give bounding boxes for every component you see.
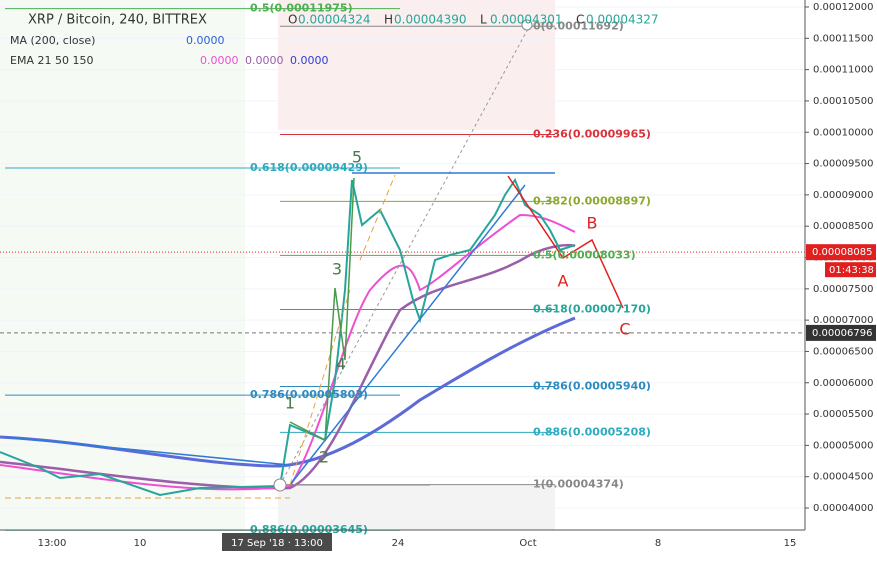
price-label: 0.00008500 xyxy=(813,221,873,232)
fib-label: 0.236(0.00009965) xyxy=(533,127,651,140)
price-label: 0.00004000 xyxy=(813,503,873,514)
wave-label: 1 xyxy=(285,394,295,413)
price-label: 0.00004500 xyxy=(813,472,873,483)
price-label: 0.00005000 xyxy=(813,440,873,451)
time-label: 8 xyxy=(655,538,661,549)
price-label: 0.00012000 xyxy=(813,2,873,13)
ohlc-value: 0.00004324 xyxy=(298,13,371,27)
shade xyxy=(278,0,555,130)
ma-line xyxy=(0,316,576,468)
correction-label: C xyxy=(619,320,630,339)
indicator-value: 0.0000 xyxy=(200,54,239,67)
ohlc-key: O xyxy=(288,13,297,27)
ohlc-key: C xyxy=(576,13,584,27)
price-tag xyxy=(806,244,876,261)
time-label: 17 Sep '18 · 13:00 xyxy=(231,538,323,549)
price-label: 0.00009000 xyxy=(813,190,873,201)
price-label: 0.00005500 xyxy=(813,409,873,420)
fib-label: 0.5(0.00008033) xyxy=(533,248,636,261)
ema-line xyxy=(0,213,576,491)
fib-label: 1(0.00004374) xyxy=(533,478,624,491)
price-label: 0.00007500 xyxy=(813,284,873,295)
wave-label: 5 xyxy=(352,148,362,167)
fib-label: 0.5(0.00011975) xyxy=(250,2,353,15)
ohlc-value: 0.00004390 xyxy=(394,13,467,27)
timer-label: 01:43:38 xyxy=(829,265,874,276)
price-label: 0.00010500 xyxy=(813,96,873,107)
fib-label: 0.382(0.00008897) xyxy=(533,194,651,207)
ohlc-key: H xyxy=(384,13,393,27)
time-label: 15 xyxy=(784,538,797,549)
trend-line xyxy=(289,184,526,486)
price-tag xyxy=(806,324,876,341)
wave-label: 4 xyxy=(336,355,346,374)
price-label: 0.00006000 xyxy=(813,378,873,389)
wave-label: 2 xyxy=(319,448,329,467)
timer-tag xyxy=(825,262,876,278)
price-label: 0.00010000 xyxy=(813,127,873,138)
fib-label: 0.786(0.00005940) xyxy=(533,380,651,393)
correction-label: B xyxy=(587,214,598,233)
time-label: 13:00 xyxy=(38,538,67,549)
ema-line xyxy=(0,243,576,490)
fib-label: 0.886(0.00005208) xyxy=(533,425,651,438)
ohlc-value: 0.00004301 xyxy=(490,13,563,27)
fib-label: 0(0.00011692) xyxy=(533,19,624,32)
fib-label: 0.618(0.00007170) xyxy=(533,302,651,315)
correction-path xyxy=(507,175,624,309)
wave-path xyxy=(289,177,355,442)
correction-label: A xyxy=(558,272,569,291)
ohlc-value: 0.00004327 xyxy=(586,13,659,27)
ohlc-key: L xyxy=(480,13,487,27)
time-label: 24 xyxy=(392,538,405,549)
price-label: 0.00011000 xyxy=(813,65,873,76)
anchor-point[interactable] xyxy=(273,478,287,492)
price-label: 0.00007000 xyxy=(813,315,873,326)
fib-label: 0.618(0.00009429) xyxy=(250,161,368,174)
time-label: Oct xyxy=(519,538,536,549)
wave-label: 3 xyxy=(332,260,342,279)
anchor-point[interactable] xyxy=(521,19,533,31)
price-label: 0.00006500 xyxy=(813,346,873,357)
indicator-name: EMA 21 50 150 xyxy=(10,54,93,67)
fib-label: 0.786(0.00005803) xyxy=(250,388,368,401)
price-label: 0.00011500 xyxy=(813,33,873,44)
price-tag-label: 0.00006796 xyxy=(812,328,872,339)
indicator-value: 0.0000 xyxy=(245,54,284,67)
symbol: XRP / Bitcoin, 240, BITTREX xyxy=(28,13,207,28)
indicator-value: 0.0000 xyxy=(290,54,329,67)
crosshair-tag xyxy=(222,533,332,551)
price-tag-label: 0.00008085 xyxy=(812,247,872,258)
price-axis xyxy=(805,0,877,562)
price-label: 0.00009500 xyxy=(813,159,873,170)
indicator-name: MA (200, close) xyxy=(10,34,95,47)
trend-line xyxy=(4,436,291,466)
time-label: 10 xyxy=(134,538,147,549)
indicator-value: 0.0000 xyxy=(186,34,225,47)
